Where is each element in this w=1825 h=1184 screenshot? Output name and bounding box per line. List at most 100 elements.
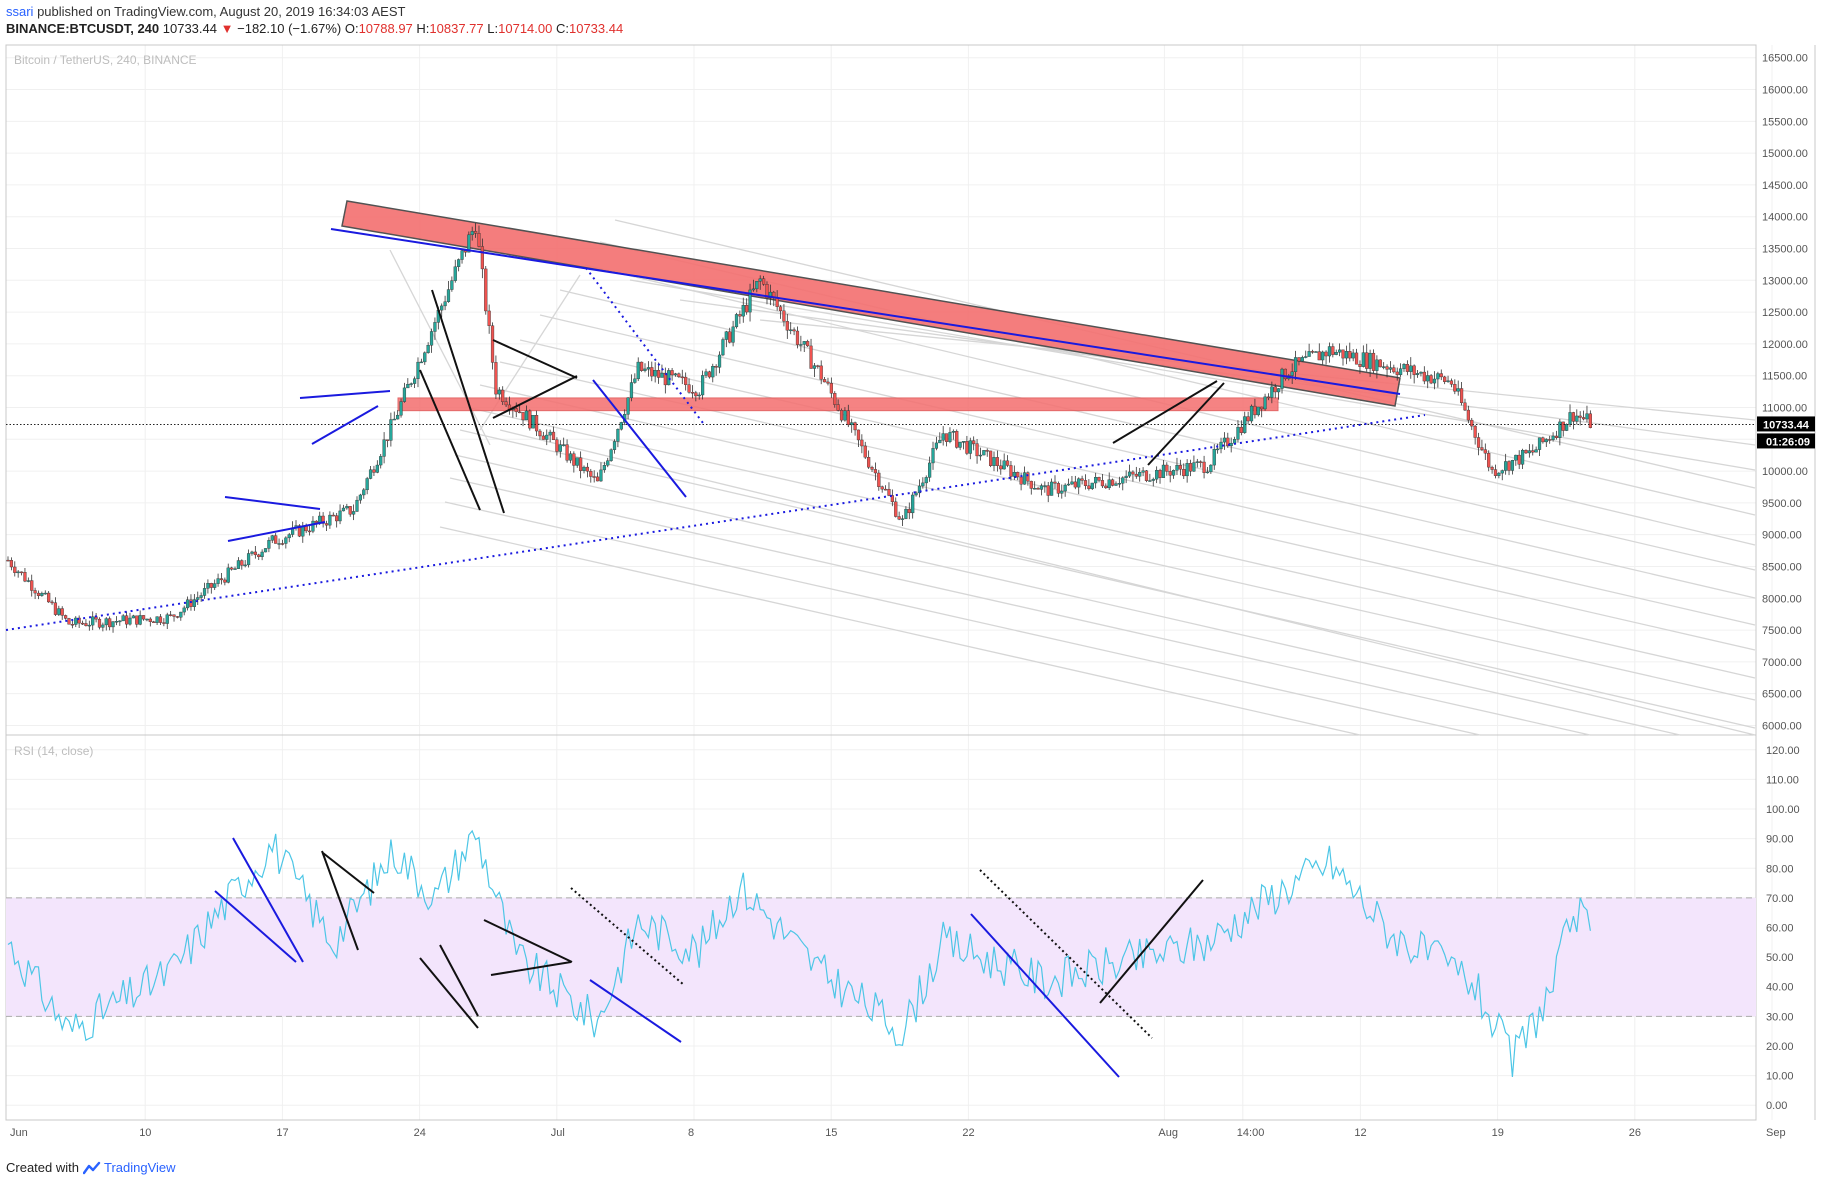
candle-body <box>782 310 786 322</box>
candle-body <box>1517 454 1521 465</box>
candle-body <box>1368 352 1372 369</box>
down-arrow-icon: ▼ <box>220 21 234 36</box>
candle-body <box>443 301 447 307</box>
candle-body <box>1351 352 1355 359</box>
candle-body <box>399 401 403 416</box>
tradingview-brand[interactable]: TradingView <box>104 1160 176 1175</box>
candle-body <box>392 418 396 421</box>
candle-body <box>223 579 227 583</box>
candle-body <box>1124 475 1128 478</box>
candle-body <box>741 305 745 317</box>
candle-body <box>748 289 752 313</box>
candle-body <box>1365 352 1369 369</box>
candle-body <box>375 464 379 473</box>
candle-body <box>680 376 684 379</box>
candle-body <box>1571 412 1576 422</box>
candle-body <box>1073 481 1077 488</box>
candle-body <box>1327 346 1332 357</box>
candle-body <box>1585 413 1589 420</box>
candle-body <box>1402 364 1406 369</box>
candle-body <box>833 393 837 405</box>
candle-body <box>1016 472 1020 478</box>
candle-body <box>240 560 244 566</box>
candle-body <box>877 472 881 487</box>
candle-body <box>924 477 928 484</box>
candle-body <box>1358 364 1362 367</box>
candle-body <box>1493 469 1498 476</box>
candle-body <box>1449 380 1454 385</box>
candle-body <box>409 383 413 385</box>
candle-body <box>1399 368 1403 375</box>
candle-body <box>216 578 220 584</box>
price-tick-label: 8500.00 <box>1762 561 1802 573</box>
candle-body <box>612 441 617 450</box>
candle-body <box>1256 406 1260 416</box>
candle-body <box>541 435 545 440</box>
time-tick-label: 15 <box>825 1127 837 1139</box>
candle-body <box>978 454 983 457</box>
rsi-tick-label: 40.00 <box>1766 982 1794 994</box>
candle-body <box>131 615 135 619</box>
candle-body <box>230 567 234 570</box>
candle-body <box>1317 351 1321 361</box>
candle-body <box>721 339 725 356</box>
candle-body <box>1209 464 1213 473</box>
time-tick-label: Jul <box>551 1127 565 1139</box>
candle-body <box>138 615 142 625</box>
candle-body <box>1060 490 1064 494</box>
candle-body <box>246 553 251 566</box>
candle-body <box>900 518 905 520</box>
candle-body <box>280 543 285 545</box>
candle-body <box>670 370 674 376</box>
candle-body <box>389 419 393 441</box>
candle-body <box>717 354 722 368</box>
candle-body <box>429 331 434 346</box>
candle-body <box>1524 449 1528 454</box>
candle-body <box>822 379 827 383</box>
candle-body <box>585 466 590 472</box>
candle-body <box>487 310 491 326</box>
candle-body <box>917 485 922 494</box>
author-link[interactable]: ssari <box>6 4 34 19</box>
high-value: 10837.77 <box>429 21 484 36</box>
candle-body <box>145 618 149 621</box>
candle-body <box>1216 448 1220 451</box>
candle-body <box>1168 471 1172 476</box>
candle-body <box>1138 472 1142 477</box>
candle-body <box>1483 449 1487 454</box>
candle-body <box>1117 483 1121 485</box>
candle-body <box>274 535 278 544</box>
candle-body <box>1361 352 1365 367</box>
candle-body <box>490 325 495 363</box>
candle-body <box>185 599 190 609</box>
price-axis[interactable]: 16500.00 16000.00 15500.00 15000.00 14500.00… <box>1762 53 1808 733</box>
tradingview-logo-icon <box>82 1161 101 1178</box>
price-tick-label: 10000.00 <box>1762 466 1808 478</box>
candle-body <box>1260 406 1264 410</box>
candle-body <box>267 540 271 549</box>
candle-body <box>904 508 908 519</box>
candle-body <box>1578 415 1582 418</box>
candle-body <box>531 415 535 429</box>
candle-body <box>812 365 817 369</box>
rsi-axis[interactable]: 120.00 110.00 100.00 90.00 80.00 70.00 60.00 50… <box>1766 745 1800 1112</box>
candle-body <box>1575 415 1579 422</box>
candle-body <box>1314 351 1318 353</box>
candle-body <box>1463 402 1467 411</box>
chart-canvas[interactable]: Bitcoin / TetherUS, 240, BINANCE RSI (14… <box>0 0 1825 1160</box>
candle-body <box>1131 471 1135 475</box>
candle-body <box>738 314 742 317</box>
candle-body <box>1232 439 1237 444</box>
candle-body <box>595 476 600 482</box>
candle-body <box>1246 416 1250 422</box>
candle-body <box>118 620 122 623</box>
candle-body <box>802 341 806 345</box>
candle-body <box>745 305 749 313</box>
candle-body <box>816 365 820 367</box>
candle-body <box>250 551 254 554</box>
candle-body <box>843 410 847 421</box>
candle-body <box>385 439 390 441</box>
candle-body <box>1148 480 1152 482</box>
candle-body <box>1310 351 1315 353</box>
